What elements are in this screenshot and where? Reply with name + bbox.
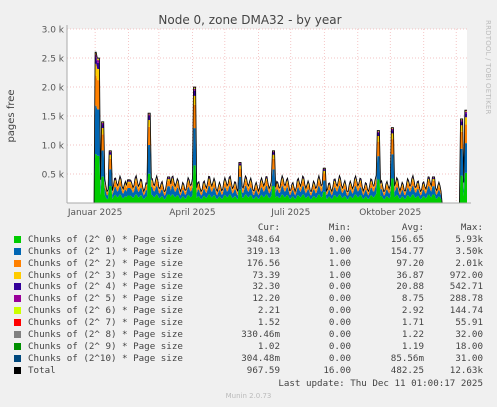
- legend-cur: 1.02: [257, 340, 280, 352]
- legend-avg: 1.71: [401, 317, 424, 329]
- legend-min: 0.00: [328, 329, 351, 341]
- legend-max: 12.63k: [449, 364, 483, 376]
- legend-series-name: Chunks of (2^ 3) * Page size: [28, 269, 183, 281]
- legend-min: 1.00: [328, 269, 351, 281]
- legend-max: 55.91: [455, 317, 483, 329]
- legend-cur: 73.39: [252, 269, 280, 281]
- legend-avg: 1.19: [401, 340, 424, 352]
- legend-cur: 319.13: [246, 245, 280, 257]
- legend-min: 0.00: [328, 305, 351, 317]
- legend-min: 0.00: [328, 317, 351, 329]
- legend-header-cur: Cur:: [257, 222, 280, 233]
- legend-avg: 482.25: [390, 364, 424, 376]
- legend-swatch: [14, 366, 21, 374]
- legend-swatch: [14, 331, 21, 339]
- y-tick-label: 1.0 k: [42, 142, 65, 152]
- legend-cur: 330.46m: [241, 329, 280, 341]
- legend-avg: 8.75: [401, 293, 424, 305]
- legend-min: 0.00: [328, 233, 351, 245]
- legend-swatch: [14, 235, 21, 243]
- legend-swatch: [14, 342, 21, 350]
- legend-cur: 176.56: [246, 257, 280, 269]
- legend-avg: 85.56m: [390, 352, 424, 364]
- legend-swatch: [14, 307, 21, 315]
- legend-avg: 156.65: [390, 233, 424, 245]
- grid: [67, 28, 467, 203]
- y-tick-label: 2.5 k: [42, 55, 65, 65]
- y-tick-label: 0.5 k: [42, 171, 65, 181]
- legend-min: 0.00: [328, 281, 351, 293]
- total-line: [67, 51, 467, 204]
- legend-series-name: Chunks of (2^ 8) * Page size: [28, 329, 183, 341]
- legend-swatch: [14, 259, 21, 267]
- legend-cur: 32.30: [252, 281, 280, 293]
- legend-series-name: Chunks of (2^ 5) * Page size: [28, 293, 183, 305]
- legend-avg: 1.22: [401, 329, 424, 341]
- legend-cur: 967.59: [246, 364, 280, 376]
- legend-min: 0.00: [328, 340, 351, 352]
- legend-max: 2.01k: [455, 257, 483, 269]
- legend-series-name: Chunks of (2^ 9) * Page size: [28, 340, 183, 352]
- legend-header-min: Min:: [328, 222, 351, 233]
- legend-series-name: Chunks of (2^ 6) * Page size: [28, 305, 183, 317]
- y-tick-label: 3.0 k: [42, 26, 65, 36]
- legend-series-name: Chunks of (2^ 4) * Page size: [28, 281, 183, 293]
- legend-series-name: Chunks of (2^ 0) * Page size: [28, 233, 183, 245]
- legend-max: 144.74: [449, 305, 483, 317]
- legend-swatch: [14, 247, 21, 255]
- legend-max: 972.00: [449, 269, 483, 281]
- legend-swatch: [14, 283, 21, 291]
- legend-cur: 304.48m: [241, 352, 280, 364]
- legend-min: 16.00: [323, 364, 351, 376]
- legend-max: 31.00: [455, 352, 483, 364]
- legend-swatch: [14, 354, 21, 362]
- legend-min: 1.00: [328, 257, 351, 269]
- legend-avg: 2.92: [401, 305, 424, 317]
- legend-swatch: [14, 295, 21, 303]
- legend-min: 0.00: [328, 293, 351, 305]
- legend-max: 542.71: [449, 281, 483, 293]
- legend-cur: 348.64: [246, 233, 280, 245]
- legend-max: 32.00: [455, 329, 483, 341]
- legend-max: 288.78: [449, 293, 483, 305]
- legend-series-name: Chunks of (2^10) * Page size: [28, 352, 183, 364]
- legend-min: 1.00: [328, 245, 351, 257]
- y-tick-label: 2.0 k: [42, 84, 65, 94]
- legend-cur: 12.20: [252, 293, 280, 305]
- legend-cur: 1.52: [257, 317, 280, 329]
- legend-avg: 154.77: [390, 245, 424, 257]
- legend-series-name: Chunks of (2^ 2) * Page size: [28, 257, 183, 269]
- legend-max: 3.50k: [455, 245, 483, 257]
- series-area: [67, 105, 467, 203]
- legend-avg: 36.87: [396, 269, 424, 281]
- legend-max: 5.93k: [455, 233, 483, 245]
- munin-version: Munin 2.0.73: [225, 392, 272, 400]
- stacked-areas: [67, 51, 467, 204]
- series-area: [67, 154, 467, 203]
- legend-avg: 20.88: [396, 281, 424, 293]
- y-tick-label: 1.5 k: [42, 113, 65, 123]
- legend-max: 18.00: [455, 340, 483, 352]
- legend-series-name: Total: [28, 364, 56, 376]
- chart-title: Node 0, zone DMA32 - by year: [158, 13, 341, 27]
- x-tick-label: Januar 2025: [67, 208, 123, 218]
- legend-series-name: Chunks of (2^ 7) * Page size: [28, 317, 183, 329]
- legend-swatch: [14, 271, 21, 279]
- legend-avg: 97.20: [396, 257, 424, 269]
- legend-header-avg: Avg:: [401, 222, 424, 233]
- x-tick-label: Juli 2025: [270, 208, 310, 218]
- y-axis-label: pages free: [6, 89, 17, 142]
- legend-cur: 2.21: [257, 305, 280, 317]
- x-tick-label: Oktober 2025: [359, 208, 421, 218]
- legend-min: 0.00: [328, 352, 351, 364]
- legend-header-max: Max:: [460, 222, 483, 233]
- rrdtool-credit: RRDTOOL / TOBI OETIKER: [484, 20, 492, 115]
- series-area: [67, 75, 467, 203]
- x-tick-label: April 2025: [169, 208, 215, 218]
- axes: 0.5 k 1.0 k 1.5 k 2.0 k 2.5 k 3.0 k Januar 202…: [42, 25, 471, 218]
- legend-series-name: Chunks of (2^ 1) * Page size: [28, 245, 183, 257]
- legend-swatch: [14, 319, 21, 327]
- last-update: Last update: Thu Dec 11 01:00:17 2025: [278, 378, 483, 389]
